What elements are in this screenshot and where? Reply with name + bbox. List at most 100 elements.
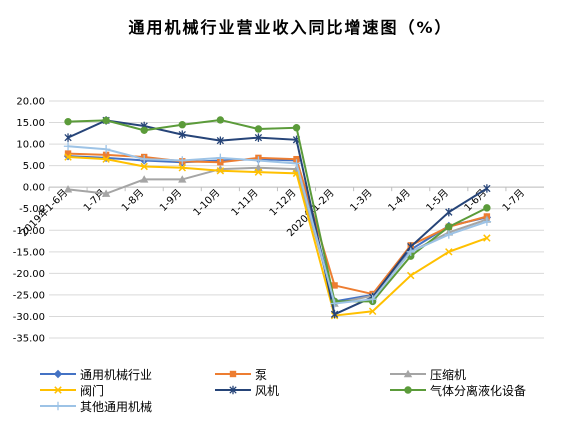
y-tick-label: -10.00 (13, 226, 45, 237)
chart-title: 通用机械行业营业收入同比增速图（%） (128, 18, 453, 37)
y-tick-label: -5.00 (19, 204, 45, 215)
series-line (67, 119, 488, 316)
data-point (216, 167, 225, 175)
data-point (404, 386, 412, 394)
data-point (445, 207, 453, 217)
series-3 (64, 153, 491, 320)
data-point (254, 125, 263, 133)
legend-item: 风机 (215, 382, 279, 398)
data-point (64, 150, 72, 157)
data-point (63, 185, 73, 193)
x-tick-label: 1-8月 (119, 187, 146, 214)
data-point (178, 121, 186, 129)
data-point (444, 230, 454, 239)
data-point (216, 116, 225, 124)
legend-label: 阀门 (80, 383, 105, 398)
y-tick-label: 5.00 (23, 161, 45, 172)
data-point (178, 156, 187, 165)
x-tick-label: 1-7月 (500, 187, 527, 214)
x-tick-label: 1-12月 (267, 187, 299, 219)
data-point (330, 310, 339, 319)
data-point (445, 223, 453, 231)
legend-label: 泵 (255, 367, 268, 382)
data-point (483, 184, 491, 193)
legend-label: 气体分离液化设备 (430, 383, 527, 398)
data-point (64, 133, 72, 142)
series-6 (63, 142, 492, 308)
data-point (139, 154, 149, 164)
legend-swatch (390, 369, 426, 378)
series-line (67, 156, 488, 317)
data-point (482, 217, 492, 226)
data-point (445, 248, 453, 256)
data-point (139, 175, 149, 183)
data-point (178, 164, 186, 172)
y-tick-label: -25.00 (13, 290, 45, 301)
y-tick-label: -20.00 (13, 269, 45, 280)
series-lines (63, 116, 492, 320)
legend-item: 泵 (215, 366, 267, 382)
data-point (53, 369, 63, 379)
data-point (292, 159, 301, 168)
legend-swatch (215, 385, 251, 395)
chart-legend: 通用机械行业 泵 压缩机阀门 风机 气体分离液化设备其他通用机械 (40, 366, 580, 430)
data-point (292, 124, 301, 132)
legend-swatch (390, 386, 426, 394)
data-point (403, 369, 413, 378)
data-point (102, 116, 110, 125)
legend-item: 气体分离液化设备 (390, 382, 526, 398)
series-2 (63, 163, 492, 307)
data-point (217, 158, 224, 166)
series-line (68, 118, 488, 303)
y-tick-label: -15.00 (13, 247, 45, 258)
x-tick-label: 1-11月 (229, 187, 261, 219)
y-tick-label: 20.00 (16, 97, 45, 108)
y-tick-label: 10.00 (16, 140, 45, 151)
data-point (53, 401, 63, 411)
x-tick-label: 1-4月 (386, 187, 413, 214)
data-point (102, 155, 110, 163)
y-axis: 20.00 15.00 10.00 5.00 0.00 -5.00 -10.00 -15.00… (13, 97, 45, 345)
data-point (229, 385, 237, 395)
data-point (178, 130, 186, 139)
data-point (229, 370, 237, 378)
legend-swatch (40, 386, 76, 394)
y-tick-label: -35.00 (13, 334, 45, 345)
y-tick-label: 15.00 (16, 118, 45, 129)
data-point (330, 299, 339, 308)
series-line (67, 155, 488, 303)
data-point (407, 271, 415, 280)
data-point (140, 126, 148, 135)
data-point (216, 153, 225, 163)
legend-swatch (40, 401, 76, 411)
data-point (406, 247, 415, 257)
data-point (101, 145, 111, 154)
legend-item: 通用机械行业 (40, 366, 152, 382)
data-point (368, 295, 377, 304)
data-point (102, 151, 110, 159)
data-point (140, 162, 148, 171)
data-point (368, 307, 377, 316)
x-tick-label: 1-3月 (348, 187, 375, 214)
data-point (254, 133, 263, 142)
series-0 (63, 151, 492, 306)
y-tick-label: 0.00 (23, 183, 45, 194)
legend-item: 阀门 (40, 382, 104, 398)
data-point (64, 153, 72, 161)
data-point (64, 117, 72, 126)
legend-label: 其他通用机械 (80, 399, 153, 414)
data-point (254, 156, 263, 165)
data-point (254, 168, 263, 176)
legend-swatch (40, 369, 76, 379)
legend-item: 其他通用机械 (40, 398, 152, 414)
data-point (331, 282, 338, 289)
data-point (63, 142, 73, 151)
legend-item: 压缩机 (390, 366, 466, 382)
x-tick-label: 1-9月 (157, 187, 184, 214)
series-4 (64, 116, 491, 319)
y-tick-label: -30.00 (13, 312, 45, 323)
legend-label: 通用机械行业 (80, 367, 153, 382)
legend-swatch (215, 370, 251, 378)
x-tick-label: 1-10月 (191, 187, 223, 219)
